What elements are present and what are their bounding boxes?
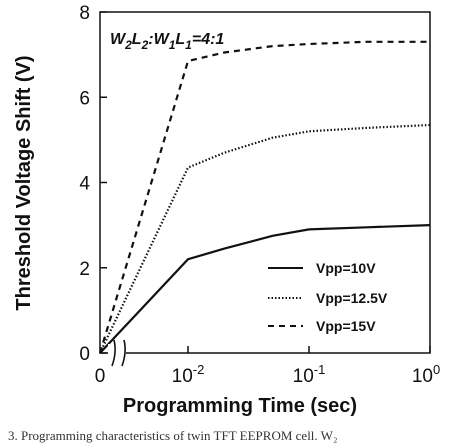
x-tick-label-3: 100	[412, 362, 440, 387]
legend-item-vpp12-5: Vpp=12.5V	[268, 290, 388, 306]
x-tick-label-1: 10-2	[172, 362, 205, 387]
series-line-0	[99, 224, 431, 354]
tick-layer: 0 2 4 6 8 0 10-2 10-1 100	[79, 3, 440, 387]
x-tick-label-0: 0	[95, 366, 106, 387]
legend-item-vpp15: Vpp=15V	[268, 318, 376, 334]
y-tick-label-0: 0	[79, 344, 90, 365]
legend-label-vpp12-5: Vpp=12.5V	[316, 290, 388, 306]
legend: Vpp=10V Vpp=12.5V Vpp=15V	[268, 260, 388, 334]
figure-caption: 3. Programming characteristics of twin T…	[8, 428, 337, 443]
x-axis-label: Programming Time (sec)	[123, 395, 357, 417]
y-tick-label-3: 6	[79, 88, 90, 109]
series-line-2	[98, 40, 430, 354]
ratio-annotation: W2L2:W1L1=4:1	[110, 31, 224, 52]
x-tick-label-2: 10-1	[293, 362, 326, 387]
legend-item-vpp10: Vpp=10V	[268, 260, 376, 276]
legend-label-vpp10: Vpp=10V	[316, 260, 376, 276]
y-tick-label-4: 8	[79, 3, 90, 24]
series-line-1	[99, 123, 431, 354]
y-axis-label: Threshold Voltage Shift (V)	[13, 55, 35, 310]
y-tick-label-1: 2	[79, 259, 90, 280]
series-layer	[98, 40, 431, 354]
legend-label-vpp15: Vpp=15V	[316, 318, 376, 334]
axis-break-marker	[108, 339, 126, 367]
y-tick-label-2: 4	[79, 174, 90, 195]
